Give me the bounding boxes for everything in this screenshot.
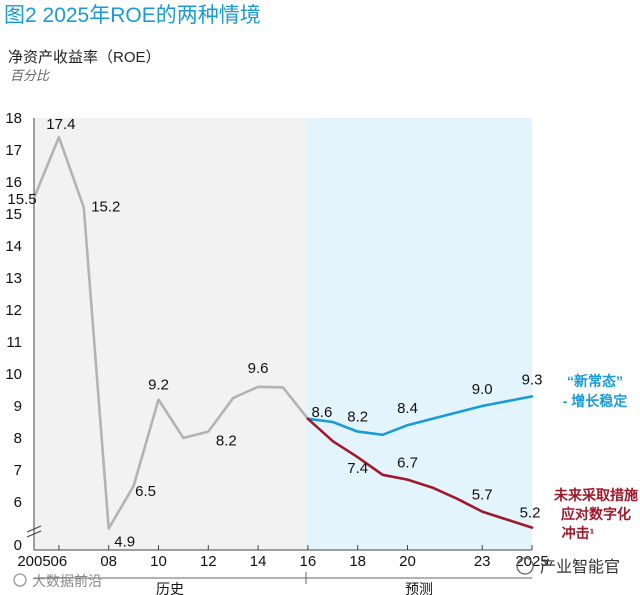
chart-unit: 百分比	[10, 68, 50, 83]
forecast-background	[306, 118, 532, 550]
y-tick-label: 7	[14, 462, 22, 479]
data-label: 9.2	[148, 377, 169, 394]
y-axis-break-icon	[26, 525, 42, 538]
x-tick-label: 23	[474, 553, 491, 570]
data-label: 15.5	[7, 191, 36, 208]
data-label: 8.2	[347, 409, 368, 426]
segment-label-history: 历史	[156, 581, 184, 595]
y-tick-label: 17	[5, 142, 22, 159]
y-tick-label: 12	[5, 302, 22, 319]
y-tick-label: 16	[5, 174, 22, 191]
chart-subtitle: 净资产收益率（ROE）	[8, 49, 161, 66]
y-tick-label: 0	[14, 537, 22, 554]
watermark-right-text: 产业智能官	[540, 558, 620, 576]
data-label: 6.7	[397, 455, 418, 472]
data-labels: 15.5 17.4 15.2 4.9 6.5 9.2 8.2 9.6 8.6 8.2 7.4 8.4 6…	[7, 116, 542, 550]
series-lines	[32, 135, 534, 530]
history-background	[34, 118, 306, 550]
data-label: 8.4	[397, 400, 418, 417]
data-label: 17.4	[46, 116, 75, 133]
x-tick-label: 2005	[17, 553, 50, 570]
data-label: 8.2	[216, 433, 237, 450]
data-label: 5.7	[472, 487, 493, 504]
data-label: 9.3	[522, 371, 543, 388]
legend-digital-line2: 应对数字化	[561, 506, 631, 522]
data-label: 8.6	[311, 404, 332, 421]
x-tick-label: 10	[150, 553, 167, 570]
legend-digital-line1: 未来采取措施	[554, 487, 638, 503]
watermark-left-text: 大数据前沿	[32, 573, 102, 589]
x-tick-label: 08	[100, 553, 117, 570]
x-tick-label: 06	[51, 553, 68, 570]
data-label: 4.9	[114, 534, 135, 551]
y-tick-label: 11	[6, 334, 22, 351]
data-label: 15.2	[91, 199, 120, 216]
y-tick-label: 10	[5, 366, 22, 383]
series-line-1	[306, 395, 534, 437]
y-tick-label: 18	[5, 110, 22, 127]
wechat-icon	[516, 557, 534, 575]
data-label: 9.6	[248, 360, 269, 377]
series-line-2	[306, 417, 534, 529]
data-label: 9.0	[472, 381, 493, 398]
x-tick-label: 14	[250, 553, 267, 570]
y-tick-label: 9	[14, 398, 22, 415]
y-tick-label: 13	[5, 270, 22, 287]
legend-digital-disruption: 未来采取措施 应对数字化 冲击¹	[554, 487, 638, 541]
series-line-0	[32, 135, 310, 530]
x-tick-label: 20	[399, 553, 416, 570]
y-tick-label: 8	[14, 430, 22, 447]
legend-digital-line3: 冲击¹	[562, 525, 595, 541]
figure-title: 图2 2025年ROE的两种情境	[4, 4, 261, 27]
data-label: 7.4	[347, 460, 368, 477]
legend-new-normal-line1: “新常态”	[567, 373, 623, 389]
x-tick-label: 12	[200, 553, 217, 570]
y-tick-label: 14	[5, 238, 22, 255]
data-label: 6.5	[135, 483, 156, 500]
watermark-left: 大数据前沿	[13, 573, 102, 589]
legend-new-normal-line2: - 增长稳定	[563, 393, 628, 409]
data-label: 5.2	[520, 505, 541, 522]
x-tick-label: 16	[300, 553, 317, 570]
y-tick-label: 15	[5, 206, 22, 223]
x-tick-label: 18	[349, 553, 366, 570]
legend-new-normal: “新常态” - 增长稳定	[563, 373, 628, 409]
y-tick-labels: 18 17 16 15 14 13 12 11 10 9 8 7 6 0	[5, 110, 22, 554]
weibo-icon	[13, 573, 27, 587]
watermark-right: 产业智能官	[516, 557, 620, 576]
x-tick-labels: 2005 06 08 10 12 14 16 18 20 23 2025	[17, 545, 549, 570]
segment-label-forecast: 预测	[405, 581, 433, 595]
y-tick-label: 6	[14, 494, 22, 511]
